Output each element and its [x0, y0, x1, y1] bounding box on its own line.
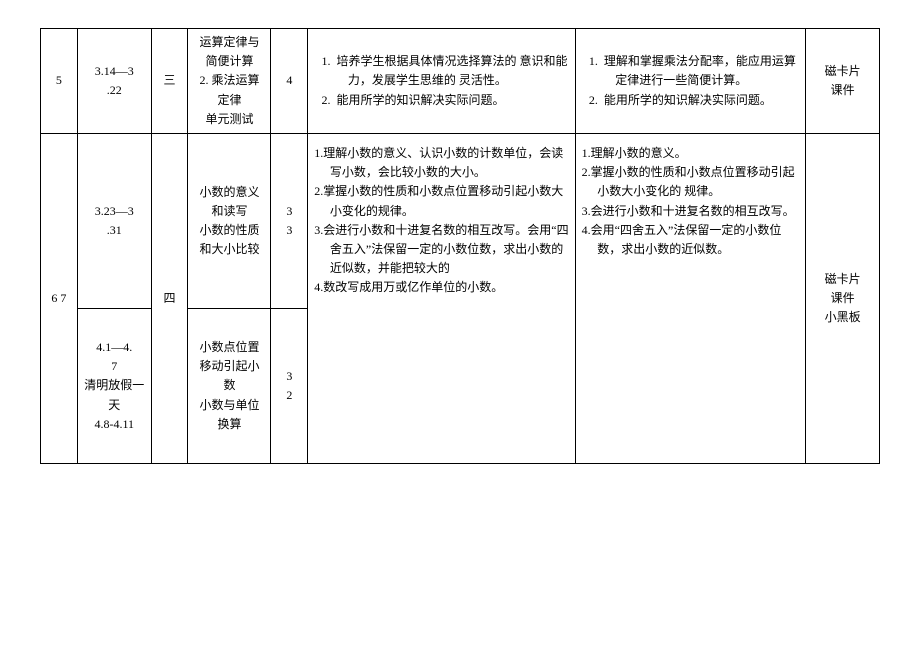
- date-line: .31: [107, 221, 122, 240]
- key-item: 4.会用“四舍五入”法保留一定的小数位数，求出小数的近似数。: [582, 221, 800, 259]
- topic-line: 运算定律与简便计算: [194, 33, 264, 71]
- topic-line: 2. 乘法运算定律: [194, 71, 264, 109]
- table-row: 6 7 3.23—3 .31 四 小数的意义和读写 小数的性质和大小比较 3 3…: [41, 133, 880, 308]
- hours-line: 2: [286, 386, 292, 405]
- obj-item: 1. 培养学生根据具体情况选择算法的 意识和能力，发展学生思维的 灵活性。: [314, 52, 568, 90]
- key-item: 2. 能用所学的知识解决实际问题。: [582, 91, 800, 110]
- cell-hours: 4: [271, 29, 308, 134]
- cell-topic: 小数点位置移动引起小数 小数与单位换算: [188, 308, 271, 463]
- date-line: 7: [111, 357, 117, 376]
- cell-hours: 3 3: [271, 133, 308, 308]
- topic-line: 小数与单位换算: [194, 396, 264, 434]
- obj-item: 1.理解小数的意义、认识小数的计数单位，会读写小数，会比较小数的大小。: [314, 144, 568, 182]
- date-line: 4.1—4.: [96, 338, 132, 357]
- cell-hours: 3 2: [271, 308, 308, 463]
- key-item: 3.会进行小数和十进复名数的相互改写。: [582, 202, 800, 221]
- date-line: 3.14—3: [95, 62, 134, 81]
- date-line: 4.8-4.11: [94, 415, 134, 434]
- hours-line: 3: [286, 221, 292, 240]
- cell-date: 4.1—4. 7 清明放假一天 4.8-4.11: [77, 308, 151, 463]
- mat-line: 磁卡片: [825, 62, 861, 81]
- key-item: 2.掌握小数的性质和小数点位置移动引起小数大小变化的 规律。: [582, 163, 800, 201]
- key-item: 1. 理解和掌握乘法分配率，能应用运算定律进行一些简便计算。: [582, 52, 800, 90]
- table-row: 5 3.14—3 .22 三 运算定律与简便计算 2. 乘法运算定律 单元测试 …: [41, 29, 880, 134]
- obj-item: 4.数改写成用万或亿作单位的小数。: [314, 278, 568, 297]
- hours-line: 3: [286, 367, 292, 386]
- cell-topic: 小数的意义和读写 小数的性质和大小比较: [188, 133, 271, 308]
- cell-date: 3.14—3 .22: [77, 29, 151, 134]
- date-line: 清明放假一天: [84, 376, 145, 414]
- cell-materials: 磁卡片 课件 小黑板: [806, 133, 880, 463]
- topic-line: 小数点位置移动引起小数: [194, 338, 264, 396]
- key-item: 1.理解小数的意义。: [582, 144, 800, 163]
- cell-materials: 磁卡片 课件: [806, 29, 880, 134]
- topic-line: 小数的意义和读写: [194, 183, 264, 221]
- cell-unit: 四: [151, 133, 188, 463]
- cell-num: 5: [41, 29, 78, 134]
- cell-topic: 运算定律与简便计算 2. 乘法运算定律 单元测试: [188, 29, 271, 134]
- obj-item: 2. 能用所学的知识解决实际问题。: [314, 91, 568, 110]
- obj-item: 2.掌握小数的性质和小数点位置移动引起小数大小变化的规律。: [314, 182, 568, 220]
- cell-keypoints: 1.理解小数的意义。 2.掌握小数的性质和小数点位置移动引起小数大小变化的 规律…: [575, 133, 806, 463]
- mat-line: 小黑板: [825, 308, 861, 327]
- topic-line: 单元测试: [205, 110, 253, 129]
- cell-unit: 三: [151, 29, 188, 134]
- mat-line: 课件: [831, 81, 855, 100]
- cell-date: 3.23—3 .31: [77, 133, 151, 308]
- mat-line: 课件: [831, 289, 855, 308]
- cell-objectives: 1. 培养学生根据具体情况选择算法的 意识和能力，发展学生思维的 灵活性。 2.…: [308, 29, 575, 134]
- topic-line: 小数的性质和大小比较: [194, 221, 264, 259]
- date-line: .22: [107, 81, 122, 100]
- date-line: 3.23—3: [95, 202, 134, 221]
- lesson-plan-table: 5 3.14—3 .22 三 运算定律与简便计算 2. 乘法运算定律 单元测试 …: [40, 28, 880, 464]
- hours-line: 3: [286, 202, 292, 221]
- cell-num: 6 7: [41, 133, 78, 463]
- mat-line: 磁卡片: [825, 270, 861, 289]
- cell-keypoints: 1. 理解和掌握乘法分配率，能应用运算定律进行一些简便计算。 2. 能用所学的知…: [575, 29, 806, 134]
- obj-item: 3.会进行小数和十进复名数的相互改写。会用“四舍五入”法保留一定的小数位数，求出…: [314, 221, 568, 279]
- cell-objectives: 1.理解小数的意义、认识小数的计数单位，会读写小数，会比较小数的大小。 2.掌握…: [308, 133, 575, 463]
